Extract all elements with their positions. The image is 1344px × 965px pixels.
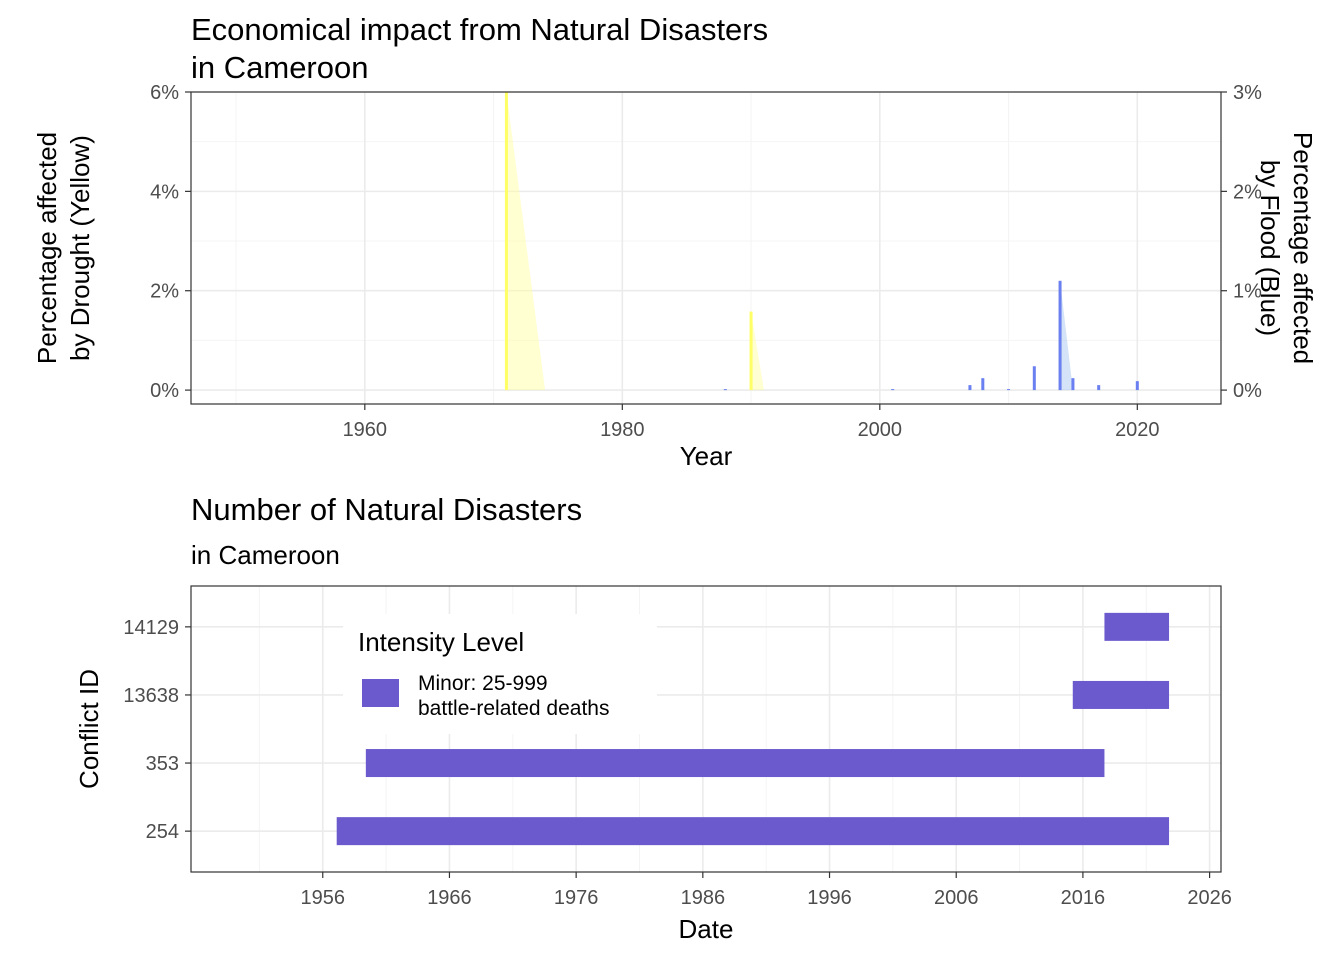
flood-bar	[1071, 378, 1075, 391]
top-chart-gridlines	[191, 91, 1221, 404]
top-chart-x-axis-title: Year	[680, 441, 733, 471]
drought-bar	[749, 311, 753, 391]
conflict-bar	[336, 817, 1170, 846]
top-x-tick-label: 1980	[600, 419, 645, 441]
bottom-x-tick-label: 2016	[1061, 887, 1106, 909]
legend: Intensity Level Minor: 25-999 battle-rel…	[343, 614, 657, 734]
bottom-chart-y-axis-title: Conflict ID	[74, 669, 104, 789]
conflict-bar	[1072, 680, 1170, 709]
bottom-y-tick-label: 13638	[123, 685, 179, 707]
legend-entry-label-line1: Minor: 25-999	[418, 672, 548, 695]
bottom-chart-panel-border	[190, 585, 1222, 873]
drought-flood-chart: Economical impact from Natural Disasters…	[32, 12, 1318, 471]
drought-fade-area	[751, 311, 764, 391]
top-right-tick-label: 3%	[1233, 82, 1262, 104]
top-chart-title-line1: Economical impact from Natural Disasters	[191, 12, 768, 47]
top-chart-y-axis-title-line2: by Drought (Yellow)	[65, 135, 95, 361]
conflict-bar	[365, 749, 1105, 778]
flood-bar	[723, 389, 727, 391]
flood-bar	[1097, 385, 1101, 391]
top-chart-bars	[504, 92, 1139, 391]
bottom-chart-bars	[336, 612, 1170, 846]
bottom-y-tick-label: 353	[146, 753, 179, 775]
bottom-y-tick-label: 14129	[123, 617, 179, 639]
bottom-chart-ticks: 1956 1966 1976 1986 1996 2006 2016 2026 254 353 13…	[123, 617, 1231, 909]
bottom-x-tick-label: 2006	[934, 887, 979, 909]
bottom-x-tick-label: 1986	[681, 887, 726, 909]
top-y-tick-label: 0%	[150, 380, 179, 402]
top-chart-right-axis-title-line2: by Flood (Blue)	[1255, 160, 1285, 336]
top-right-tick-label: 0%	[1233, 380, 1262, 402]
top-chart-right-axis-title: Percentage affected by Flood (Blue)	[1255, 132, 1318, 364]
top-chart-panel-border	[190, 91, 1222, 405]
bottom-chart-x-axis-title: Date	[679, 914, 734, 944]
top-right-tick-label: 1%	[1233, 281, 1262, 303]
bottom-x-tick-label: 1956	[301, 887, 346, 909]
bottom-x-tick-label: 1996	[807, 887, 852, 909]
bottom-x-tick-label: 1966	[427, 887, 472, 909]
legend-title: Intensity Level	[358, 627, 524, 657]
top-chart-ticks: 1960 1980 2000 2020 0% 2% 4% 6% 0% 1% 2% 3%	[150, 82, 1262, 441]
flood-bar	[1135, 381, 1139, 391]
conflict-chart: Number of Natural Disasters in Cameroon …	[74, 492, 1232, 944]
legend-key-swatch	[362, 679, 399, 707]
flood-bar	[1058, 280, 1062, 391]
top-chart-right-axis-title-line1: Percentage affected	[1288, 132, 1318, 364]
top-x-tick-label: 2020	[1115, 419, 1160, 441]
top-y-tick-label: 6%	[150, 82, 179, 104]
top-chart-y-axis-title-line1: Percentage affected	[32, 132, 62, 364]
bottom-chart-subtitle: in Cameroon	[191, 540, 340, 570]
top-chart-fade-areas	[506, 92, 1073, 391]
bottom-y-tick-label: 254	[146, 821, 179, 843]
flood-bar	[1007, 389, 1011, 391]
top-chart-title-line2: in Cameroon	[191, 50, 368, 85]
top-right-tick-label: 2%	[1233, 181, 1262, 203]
flood-bar	[968, 385, 972, 391]
top-x-tick-label: 2000	[858, 419, 903, 441]
flood-bar	[981, 378, 985, 391]
flood-fade-area	[1060, 280, 1073, 391]
top-chart-y-axis-title: Percentage affected by Drought (Yellow)	[32, 132, 95, 364]
bottom-x-tick-label: 1976	[554, 887, 599, 909]
bottom-chart-title: Number of Natural Disasters	[191, 492, 582, 527]
flood-bar	[891, 389, 895, 391]
legend-background	[343, 614, 657, 734]
bottom-x-tick-label: 2026	[1187, 887, 1232, 909]
legend-entry-label-line2: battle-related deaths	[418, 697, 609, 720]
flood-bar	[1032, 366, 1036, 391]
top-y-tick-label: 4%	[150, 181, 179, 203]
drought-fade-area	[506, 92, 546, 391]
top-y-tick-label: 2%	[150, 281, 179, 303]
top-x-tick-label: 1960	[343, 419, 388, 441]
conflict-bar	[1104, 612, 1170, 641]
drought-bar	[504, 92, 508, 391]
